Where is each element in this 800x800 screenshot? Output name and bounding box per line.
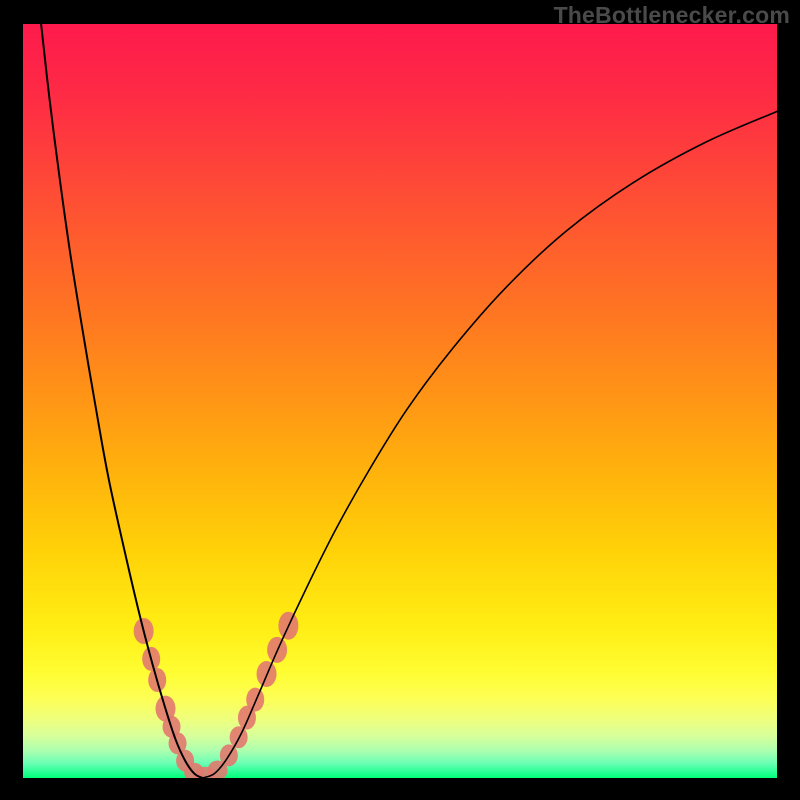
chart-frame bbox=[0, 0, 800, 800]
plot-area bbox=[23, 24, 777, 778]
data-marker bbox=[246, 688, 264, 712]
data-markers bbox=[134, 612, 299, 778]
bottleneck-curve bbox=[41, 24, 202, 778]
chart-svg bbox=[23, 24, 777, 778]
watermark-text: TheBottlenecker.com bbox=[554, 2, 790, 29]
bottleneck-curve bbox=[202, 111, 777, 778]
